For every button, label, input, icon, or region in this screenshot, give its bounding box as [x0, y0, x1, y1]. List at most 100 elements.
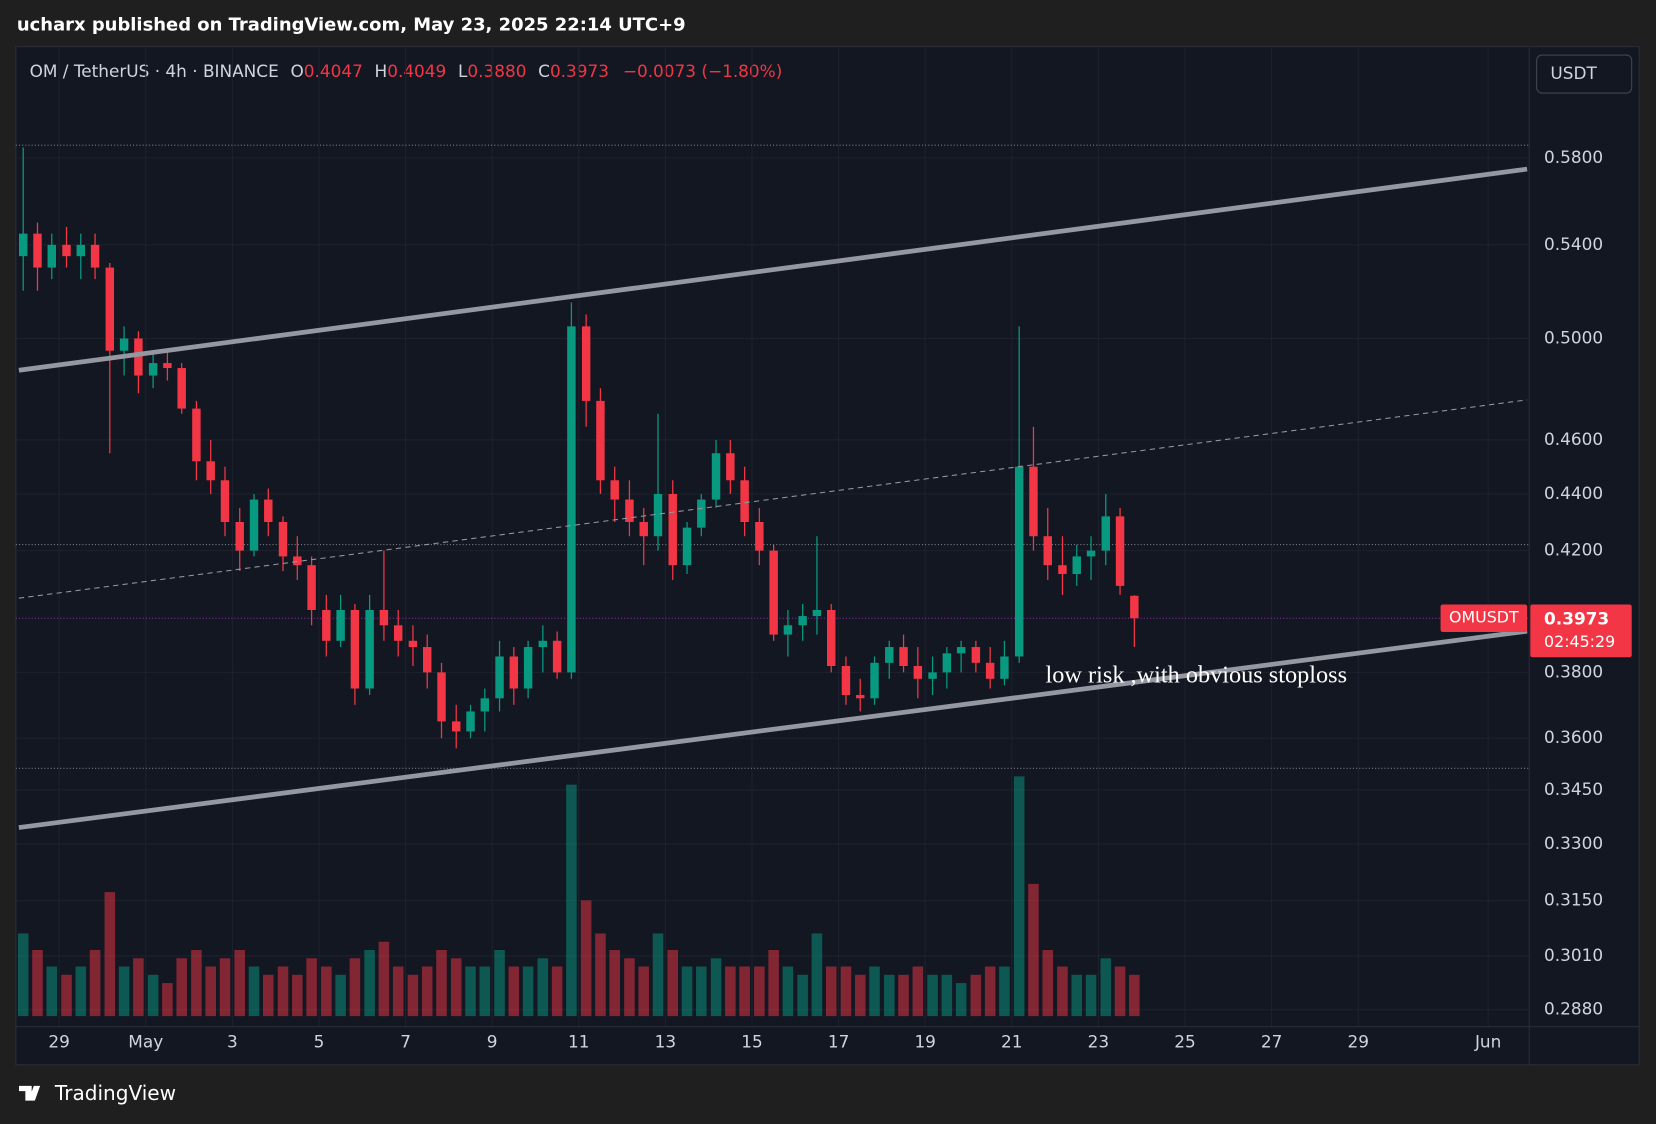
volume-bar	[292, 974, 303, 1017]
candle-body	[581, 326, 591, 401]
candle-body	[249, 499, 259, 551]
volume-bar	[840, 966, 852, 1017]
candle-body	[47, 244, 57, 268]
candle-body	[1086, 550, 1096, 557]
volume-bar	[522, 966, 534, 1017]
volume-bar	[1085, 974, 1097, 1017]
volume-bar	[104, 892, 116, 1017]
volume-bar	[970, 974, 982, 1017]
legend: OM / TetherUS · 4h · BINANCE O0.4047 H0.…	[30, 61, 783, 81]
candle-body	[408, 640, 418, 648]
x-tick-label: 15	[741, 1032, 762, 1052]
volume-bar	[768, 949, 779, 1017]
y-tick-label: 0.5800	[1544, 147, 1603, 167]
y-tick-label: 0.2880	[1544, 999, 1603, 1019]
o-label: O	[290, 61, 303, 81]
candle-body	[307, 565, 316, 610]
candle-body	[1101, 516, 1110, 551]
candle-body	[1029, 466, 1038, 537]
volume-bar	[912, 966, 924, 1017]
candle-body	[567, 326, 576, 673]
y-tick-label: 0.4200	[1544, 540, 1603, 560]
volume-bar	[407, 974, 419, 1017]
x-tick-label: 21	[1001, 1032, 1022, 1052]
brand: TradingView	[54, 1081, 176, 1105]
symbol-tag-label: OMUSDT	[1449, 608, 1519, 627]
y-tick-label: 0.3010	[1544, 945, 1603, 965]
volume-bar	[984, 966, 996, 1017]
volume-bar	[1129, 974, 1140, 1017]
candle-body	[495, 656, 504, 699]
candle-body	[1072, 556, 1081, 575]
candle-body	[163, 363, 172, 369]
y-tick-label: 0.3600	[1544, 727, 1603, 747]
volume-bar	[999, 966, 1010, 1017]
currency-label[interactable]: USDT	[1550, 63, 1597, 83]
candle-body	[322, 609, 331, 641]
volume-bar	[32, 949, 43, 1017]
candle-body	[956, 647, 966, 654]
volume-bar	[494, 949, 505, 1017]
volume-bar	[652, 933, 664, 1017]
volume-bar	[234, 949, 245, 1017]
candle-body	[1000, 656, 1009, 679]
volume-bar	[609, 949, 620, 1017]
c-label: C	[538, 61, 550, 81]
candle-body	[422, 647, 432, 673]
candle-body	[885, 647, 894, 663]
candle-body	[523, 647, 533, 689]
price-tag-value: 0.3973	[1544, 608, 1609, 628]
candle-body	[480, 698, 490, 712]
logo: TradingView	[19, 1081, 176, 1105]
candle-body	[177, 368, 186, 409]
candle-body	[350, 609, 360, 689]
candle-body	[134, 338, 143, 376]
volume-bar	[479, 966, 491, 1017]
y-tick-label: 0.3300	[1544, 833, 1603, 853]
candle-body	[639, 521, 648, 537]
x-tick-label: Jun	[1474, 1032, 1501, 1052]
volume-bar	[580, 900, 592, 1017]
candle-body	[740, 480, 749, 522]
x-tick-label: 3	[227, 1032, 238, 1052]
x-tick-label: 11	[568, 1032, 589, 1052]
volume-bar	[955, 983, 967, 1017]
volume-bar	[927, 974, 938, 1017]
annotation: low risk ,with obvious stoploss	[1046, 662, 1348, 689]
candle-body	[812, 609, 822, 617]
volume-bar	[624, 958, 635, 1017]
volume-bar	[205, 966, 216, 1017]
candle-body	[235, 521, 244, 551]
candle-body	[192, 408, 201, 462]
y-tick-label: 0.4400	[1544, 483, 1603, 503]
publisher: ucharx published on TradingView.com, May…	[17, 14, 686, 35]
candle-body	[1058, 565, 1067, 575]
candle-body	[1115, 516, 1125, 586]
y-tick-label: 0.5400	[1544, 234, 1603, 254]
volume-bar	[75, 966, 87, 1017]
volume-bar	[306, 958, 317, 1017]
candle-body	[76, 244, 86, 257]
candle-body	[1130, 595, 1139, 619]
x-tick-label: 7	[400, 1032, 411, 1052]
volume-bar	[508, 966, 520, 1017]
candle-body	[293, 556, 302, 566]
candle-body	[206, 461, 215, 481]
volume-bar	[46, 966, 58, 1017]
logo-icon	[19, 1085, 41, 1101]
x-tick-label: 9	[487, 1032, 498, 1052]
candle-body	[942, 653, 952, 673]
volume-bar	[537, 958, 549, 1017]
currency-button[interactable]	[1536, 54, 1633, 94]
candle-body	[841, 666, 851, 696]
x-tick-label: 29	[48, 1032, 69, 1052]
volume-bar	[392, 966, 404, 1017]
volume-bar	[739, 966, 750, 1017]
symbol: OM / TetherUS · 4h · BINANCE	[30, 61, 279, 81]
candle-body	[697, 499, 706, 528]
h-label: H	[375, 61, 388, 81]
open: 0.4047	[304, 61, 363, 81]
candle-body	[220, 480, 230, 522]
candle-body	[509, 656, 519, 689]
volume-bar	[681, 966, 693, 1017]
